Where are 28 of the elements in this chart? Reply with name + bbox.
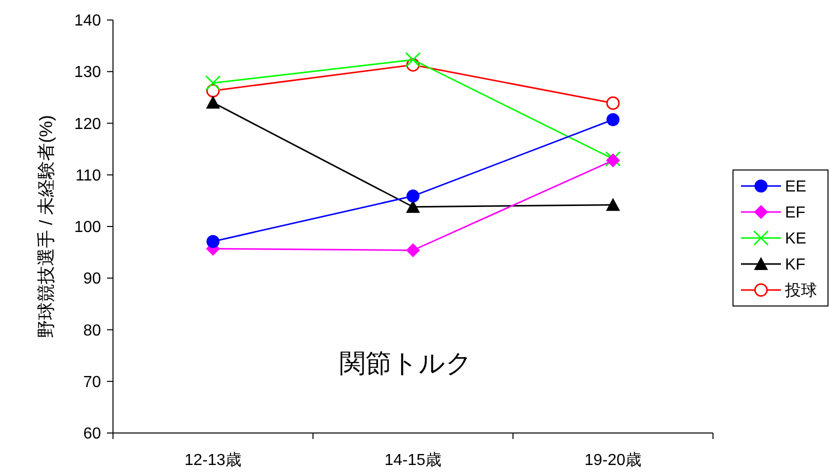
point: [606, 96, 620, 110]
y-axis-title: 野球競技選手 / 未経験者(%): [36, 115, 56, 338]
x-tick-label: 12-13歳: [184, 451, 242, 469]
y-tick-label: 70: [83, 374, 102, 391]
point: [606, 198, 620, 211]
y-tick-label: 100: [74, 219, 102, 236]
point: [606, 113, 620, 126]
point: [206, 96, 220, 109]
point: [406, 190, 420, 203]
legend-label: KF: [785, 256, 806, 274]
legend-label: EF: [785, 204, 806, 222]
annotation: 関節トルク: [340, 348, 472, 378]
y-tick-label: 130: [74, 64, 102, 82]
point: [206, 234, 220, 248]
y-tick-label: 140: [74, 12, 102, 30]
x-tick-label: 19-20歳: [584, 451, 642, 469]
point: [405, 52, 421, 68]
legend-label: 投球: [784, 282, 817, 300]
y-tick-label: 60: [83, 426, 102, 443]
point: [205, 75, 221, 91]
point: [406, 243, 420, 258]
y-tick-label: 80: [83, 322, 102, 340]
legend-label: EE: [785, 178, 806, 196]
y-tick-label: 90: [83, 270, 102, 288]
x-tick-label: 14-15歳: [384, 451, 442, 469]
y-tick-label: 120: [74, 116, 102, 133]
legend-label: KE: [785, 230, 806, 248]
y-tick-label: 110: [75, 167, 102, 184]
